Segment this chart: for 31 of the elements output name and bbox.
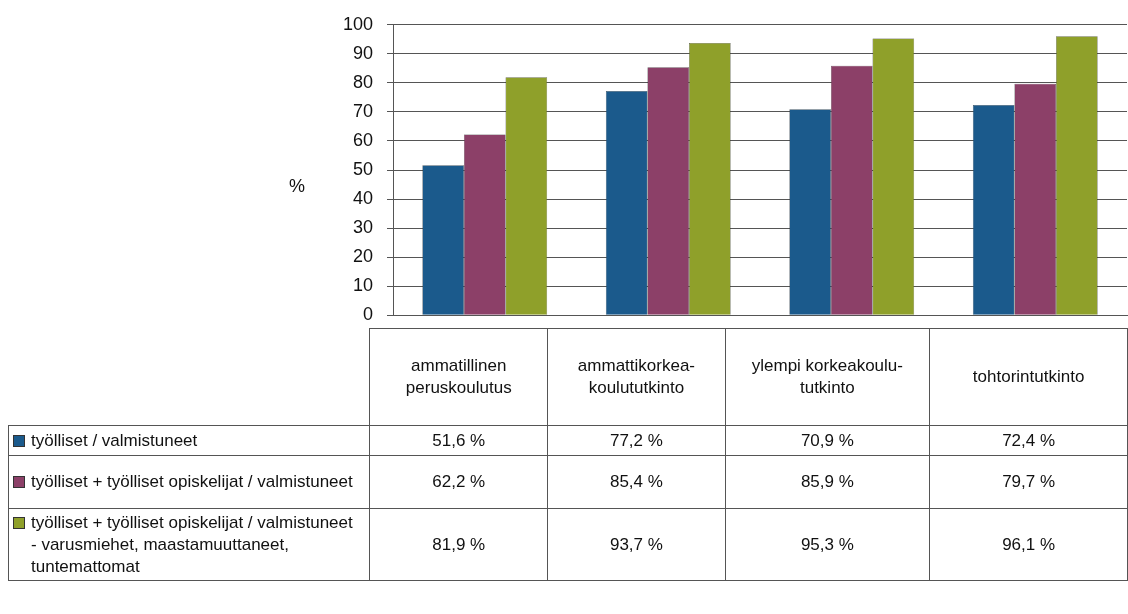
x-tick-label: ammattikorkea-koulututkinto [547, 328, 726, 426]
y-axis-title: % [288, 175, 306, 196]
legend-label: työlliset / valmistuneet [31, 429, 198, 452]
x-tick-label: tohtorintutkinto [929, 328, 1128, 426]
data-label: 85,4 % [547, 455, 726, 509]
x-tick-label: ylempi korkeakoulu-tutkinto [725, 328, 930, 426]
legend-label: työlliset + työlliset opiskelijat / valmistuneet - varusmiehet, maastamuuttaneet, tuntemattomat [31, 511, 354, 578]
y-tick-label: 0 [362, 304, 373, 325]
data-label: 62,2 % [369, 455, 548, 509]
data-label: 72,4 % [929, 425, 1128, 456]
data-label: 51,6 % [369, 425, 548, 456]
y-tick-label: 100 [342, 13, 373, 34]
y-tick-label: 20 [352, 246, 373, 267]
x-tick-label: ammatillinen peruskoulutus [369, 328, 548, 426]
legend-label: työlliset + työlliset opiskelijat / valmistuneet [31, 471, 353, 493]
y-tick-label: 10 [352, 275, 373, 296]
data-label: 77,2 % [547, 425, 726, 456]
y-tick-label: 60 [352, 129, 373, 150]
data-label: 93,7 % [547, 508, 726, 581]
data-label: 81,9 % [369, 508, 548, 581]
y-tick-label: 90 [352, 42, 373, 63]
data-label: 70,9 % [725, 425, 930, 456]
data-label: 95,3 % [725, 508, 930, 581]
data-label: 85,9 % [725, 455, 930, 509]
y-tick-label: 70 [352, 100, 373, 121]
y-tick-label: 30 [352, 217, 373, 238]
data-label: 79,7 % [929, 455, 1128, 509]
y-tick-label: 40 [352, 188, 373, 209]
data-label: 96,1 % [929, 508, 1128, 581]
y-tick-label: 50 [352, 158, 373, 179]
y-tick-label: 80 [352, 71, 373, 92]
